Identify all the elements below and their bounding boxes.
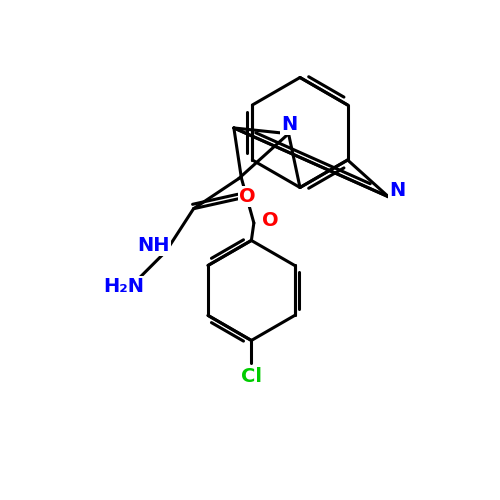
Text: N: N bbox=[282, 115, 298, 134]
Text: O: O bbox=[240, 186, 256, 206]
Text: H₂N: H₂N bbox=[103, 276, 144, 295]
Text: O: O bbox=[262, 211, 278, 230]
Text: NH: NH bbox=[138, 236, 170, 255]
Text: Cl: Cl bbox=[241, 368, 262, 386]
Text: N: N bbox=[390, 182, 406, 201]
